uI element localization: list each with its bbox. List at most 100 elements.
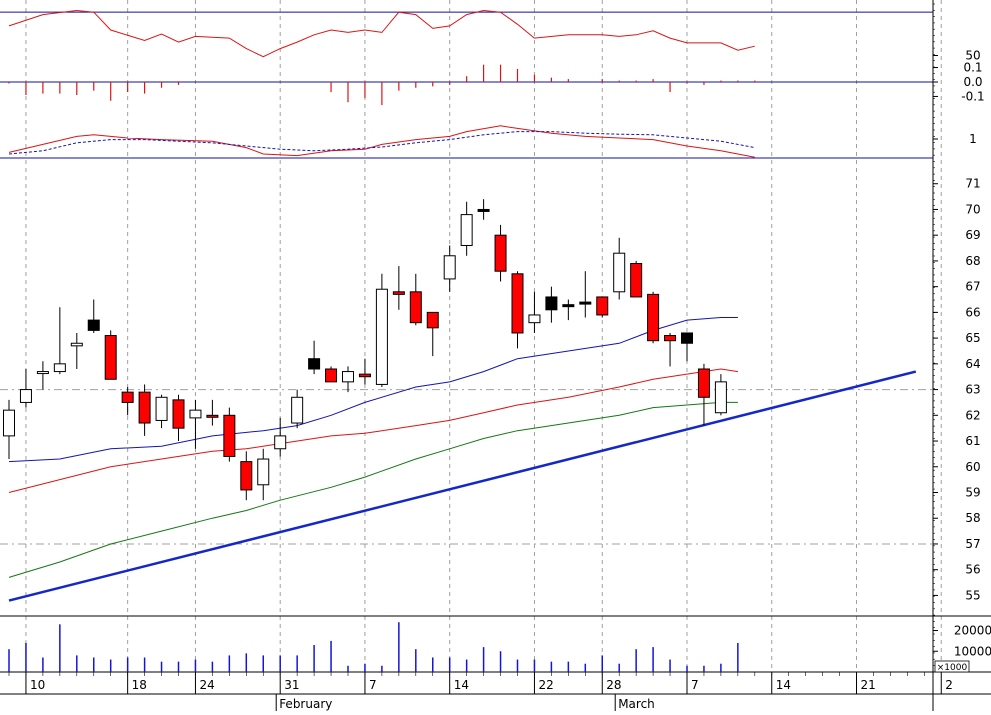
candle-body <box>545 296 558 311</box>
price-axis-label: 64 <box>965 357 980 371</box>
candlestick <box>562 299 575 321</box>
candle-body <box>579 301 592 305</box>
price-axis-label: 56 <box>965 563 980 577</box>
candle-body <box>189 409 202 419</box>
candle-body <box>528 314 541 324</box>
candle-body <box>19 389 32 403</box>
candlestick <box>206 399 219 426</box>
date-axis: 10 18 24 31 7 14 22 28 7 14 21 2 February March <box>8 672 953 711</box>
candlestick <box>121 387 134 416</box>
oscillator-signal-line <box>8 131 755 155</box>
date-tick-label: 31 <box>284 678 299 692</box>
price-axis-label: 57 <box>965 537 980 551</box>
candle-body <box>206 414 219 418</box>
candlestick <box>240 451 253 501</box>
candle-body <box>70 342 83 347</box>
candlestick <box>19 368 32 408</box>
price-axis-label: 55 <box>965 588 980 602</box>
candlestick <box>511 271 524 349</box>
price-axis-label: 63 <box>965 383 980 397</box>
date-tick-label: 24 <box>199 678 214 692</box>
candle-body <box>358 373 371 378</box>
candle-body <box>223 414 236 457</box>
candlestick <box>3 399 15 460</box>
date-tick-label: 21 <box>861 678 876 692</box>
vertical-gridlines <box>25 0 942 672</box>
price-axis-label: 70 <box>965 202 980 216</box>
date-tick-label: 2 <box>945 678 953 692</box>
candle-body <box>375 288 388 385</box>
candlestick <box>409 273 422 326</box>
price-axis-label: 62 <box>965 408 980 422</box>
histogram-axis-label: 0.0 <box>963 75 982 89</box>
histogram-panel <box>8 64 756 106</box>
date-tick-label: 18 <box>132 678 147 692</box>
candlestick <box>172 394 185 442</box>
candle-body <box>392 291 405 295</box>
candle-body <box>36 371 49 375</box>
candle-body <box>426 311 439 329</box>
month-label: February <box>279 697 332 711</box>
price-axis-label: 69 <box>965 228 980 242</box>
price-axis-label: 61 <box>965 434 980 448</box>
candlestick <box>53 307 66 375</box>
candlestick <box>257 448 270 501</box>
candlestick <box>138 384 151 436</box>
candle-body <box>664 335 677 342</box>
candlestick <box>274 417 287 457</box>
volume-unit-box <box>934 660 970 673</box>
candlestick <box>358 358 371 385</box>
candlestick <box>460 201 473 256</box>
right-axis: 500.10.0-0.1 1 55 56 57 58 59 60 61 62 63 64 65 66 67 6… <box>933 3 991 673</box>
oscillator-axis-label: 1 <box>969 132 977 146</box>
date-tick-label: 7 <box>369 678 377 692</box>
candlestick <box>681 332 693 362</box>
candle-body <box>409 291 422 324</box>
candle-body <box>325 368 338 383</box>
candle-body <box>342 371 354 383</box>
candle-body <box>155 396 168 421</box>
price-axis-label: 71 <box>965 177 980 191</box>
date-tick-label: 14 <box>454 678 469 692</box>
price-axis-label: 67 <box>965 280 980 294</box>
candlestick <box>87 299 100 333</box>
candlestick <box>291 389 304 429</box>
moving-average-green <box>8 401 738 578</box>
candlestick <box>325 366 338 383</box>
candle-body <box>172 399 185 429</box>
candlestick <box>375 273 388 387</box>
candle-body <box>138 391 151 424</box>
support-trendline <box>8 370 917 602</box>
volume-axis-label: 20000 <box>954 624 991 638</box>
candlestick <box>545 286 558 323</box>
candlestick <box>443 245 456 292</box>
candlestick <box>392 266 405 310</box>
candle-body <box>53 363 66 373</box>
candle-body <box>681 332 693 344</box>
date-tick-label: 22 <box>538 678 553 692</box>
candlestick <box>494 224 507 282</box>
month-label: March <box>618 697 655 711</box>
candle-body <box>104 335 117 380</box>
candlestick <box>647 291 660 344</box>
candle-body <box>87 319 100 331</box>
candlestick <box>223 407 236 462</box>
candlestick <box>155 394 168 429</box>
date-tick-label: 10 <box>30 678 45 692</box>
candlestick <box>36 361 49 390</box>
candle-body <box>596 296 609 316</box>
candle-body <box>240 461 253 491</box>
candle-body <box>257 458 270 486</box>
candlestick <box>528 291 541 333</box>
date-tick-label: 28 <box>606 678 621 692</box>
candle-body <box>494 234 507 272</box>
candlestick <box>70 332 83 369</box>
oscillator-panel <box>8 125 755 158</box>
top-indicator-panel <box>8 9 755 58</box>
candle-body <box>511 273 524 334</box>
candlestick <box>664 332 677 367</box>
candle-body <box>274 435 287 450</box>
oscillator-line <box>8 125 755 158</box>
